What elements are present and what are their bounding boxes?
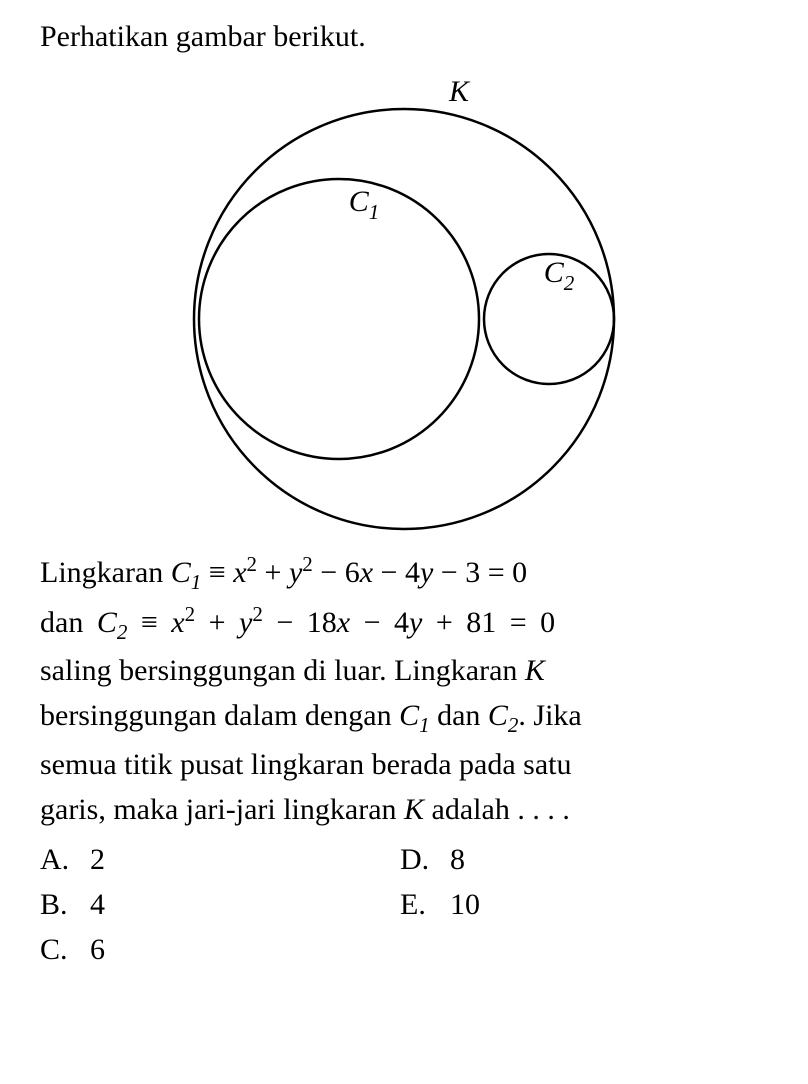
symbol-k: K — [525, 654, 545, 687]
c-letter: C — [97, 606, 117, 639]
option-c: C. 6 — [40, 927, 400, 972]
op: − 18 — [263, 606, 337, 639]
option-value: 8 — [450, 837, 465, 882]
text: adalah . . . . — [424, 793, 570, 826]
body-line-5: semua titik pusat lingkaran berada pada … — [40, 742, 768, 787]
op: + — [257, 556, 289, 589]
text: dan — [430, 699, 488, 732]
symbol-c2: C2 — [97, 606, 128, 639]
c-letter: C — [399, 699, 419, 732]
var-x: x — [360, 556, 373, 589]
body-line-6: garis, maka jari-jari lingkaran K adalah… — [40, 787, 768, 832]
option-letter: B. — [40, 882, 90, 927]
sub-1: 1 — [419, 713, 430, 737]
symbol-c1: C1 — [399, 699, 430, 732]
text: Lingkaran — [40, 556, 171, 589]
label-c2: C2 — [544, 256, 575, 295]
option-letter: D. — [400, 837, 450, 882]
options-right-column: D. 8 E. 10 — [400, 837, 480, 972]
body-line-4: bersinggungan dalam dengan C1 dan C2. Ji… — [40, 693, 768, 742]
var-x: x — [171, 606, 184, 639]
sup-2: 2 — [302, 552, 313, 576]
equation-line-2: dan C2 ≡ x2 + y2 − 18x − 4y + 81 = 0 — [40, 599, 768, 649]
op: + — [195, 606, 239, 639]
c-letter: C — [171, 556, 191, 589]
diagram-container: K C1 C2 — [40, 64, 768, 534]
op: − 4 — [373, 556, 420, 589]
answer-options: A. 2 B. 4 C. 6 D. 8 E. 10 — [40, 837, 768, 972]
var-y: y — [289, 556, 302, 589]
text: bersinggungan dalam dengan — [40, 699, 399, 732]
var-y: y — [239, 606, 252, 639]
op: + 81 = 0 — [422, 606, 555, 639]
option-b: B. 4 — [40, 882, 400, 927]
circle-diagram: K C1 C2 — [164, 64, 644, 534]
label-k: K — [448, 75, 471, 108]
option-value: 6 — [90, 927, 105, 972]
sub-2: 2 — [508, 713, 519, 737]
var-y: y — [409, 606, 422, 639]
option-d: D. 8 — [400, 837, 480, 882]
var-y: y — [420, 556, 433, 589]
option-letter: E. — [400, 882, 450, 927]
option-a: A. 2 — [40, 837, 400, 882]
option-value: 4 — [90, 882, 105, 927]
sub-1: 1 — [191, 570, 202, 594]
equation-line-1: Lingkaran C1 ≡ x2 + y2 − 6x − 4y − 3 = 0 — [40, 549, 768, 599]
symbol-k: K — [404, 793, 424, 826]
label-c1: C1 — [349, 185, 380, 224]
option-e: E. 10 — [400, 882, 480, 927]
option-value: 10 — [450, 882, 480, 927]
eq-text: ≡ — [201, 556, 233, 589]
circle-k — [194, 109, 614, 529]
var-x: x — [337, 606, 350, 639]
circle-c1 — [199, 179, 479, 459]
sup-2: 2 — [247, 552, 258, 576]
problem-text: Lingkaran C1 ≡ x2 + y2 − 6x − 4y − 3 = 0… — [40, 549, 768, 832]
sub-2: 2 — [117, 620, 128, 644]
symbol-c2: C2 — [488, 699, 519, 732]
option-letter: C. — [40, 927, 90, 972]
c-letter: C — [488, 699, 508, 732]
body-line-3: saling bersinggungan di luar. Lingkaran … — [40, 648, 768, 693]
text: saling bersinggungan di luar. Lingkaran — [40, 654, 525, 687]
eq-text: ≡ — [127, 606, 171, 639]
option-letter: A. — [40, 837, 90, 882]
sup-2: 2 — [185, 602, 196, 626]
options-left-column: A. 2 B. 4 C. 6 — [40, 837, 400, 972]
op: − 4 — [350, 606, 409, 639]
problem-heading: Perhatikan gambar berikut. — [40, 20, 768, 54]
text: garis, maka jari-jari lingkaran — [40, 793, 404, 826]
text: . Jika — [518, 699, 581, 732]
op: − 6 — [313, 556, 360, 589]
text: dan — [40, 606, 97, 639]
sup-2: 2 — [252, 602, 263, 626]
var-x: x — [233, 556, 246, 589]
op: − 3 = 0 — [433, 556, 527, 589]
symbol-c1: C1 — [171, 556, 202, 589]
option-value: 2 — [90, 837, 105, 882]
